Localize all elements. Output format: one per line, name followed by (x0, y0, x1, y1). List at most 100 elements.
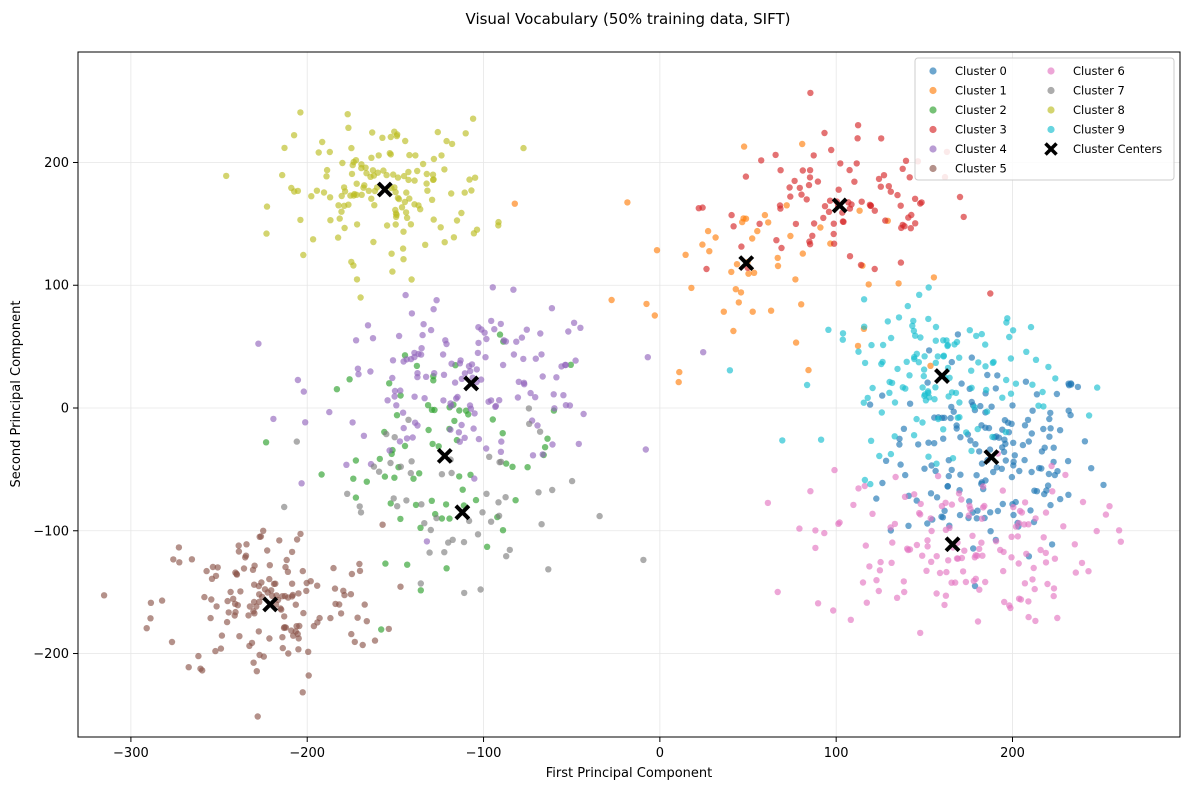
data-point (443, 137, 450, 145)
data-point (888, 379, 896, 387)
data-point (400, 172, 408, 180)
data-point (394, 503, 401, 510)
data-point (987, 290, 994, 297)
data-point (367, 368, 374, 375)
data-point (353, 221, 361, 228)
data-point (1032, 515, 1039, 522)
data-point (1071, 541, 1079, 548)
data-point (566, 402, 574, 409)
data-point (821, 203, 829, 210)
data-point (999, 500, 1006, 508)
data-point (894, 365, 901, 373)
data-point (1018, 509, 1026, 516)
data-point (498, 438, 505, 445)
data-point (955, 490, 963, 497)
cluster-center-marker (463, 375, 480, 392)
data-point (440, 371, 448, 378)
data-point (405, 416, 412, 423)
data-point (335, 202, 342, 209)
data-point (941, 507, 948, 514)
data-point (344, 490, 351, 497)
data-point (456, 407, 463, 414)
data-point (889, 539, 896, 546)
data-point (418, 345, 425, 352)
data-point (809, 232, 816, 239)
data-point (360, 432, 368, 439)
data-point (973, 332, 980, 340)
data-point (1010, 503, 1017, 511)
data-point (326, 408, 333, 416)
data-point (330, 564, 337, 572)
data-point (254, 713, 261, 720)
data-point (293, 438, 300, 445)
data-point (318, 471, 325, 478)
data-point (978, 515, 986, 522)
data-point (474, 531, 482, 538)
data-point (358, 191, 365, 198)
data-point (424, 187, 431, 194)
data-point (414, 370, 421, 377)
data-point (968, 384, 975, 391)
data-point (489, 284, 496, 291)
data-point (348, 258, 355, 266)
data-point (453, 217, 461, 224)
data-point (1014, 533, 1021, 540)
data-point (361, 182, 368, 189)
data-point (320, 189, 328, 196)
data-point (256, 651, 263, 659)
data-point (434, 128, 441, 136)
data-point (966, 327, 973, 334)
data-point (188, 556, 196, 563)
data-point (388, 250, 395, 257)
data-point (401, 198, 409, 206)
data-point (382, 560, 389, 567)
data-point (917, 500, 924, 508)
data-point (891, 520, 899, 528)
data-point (511, 200, 518, 207)
data-point (925, 347, 933, 354)
data-point (403, 435, 411, 442)
data-point (299, 567, 306, 575)
data-point (510, 286, 517, 293)
data-point (720, 308, 727, 315)
data-point (907, 225, 914, 232)
data-point (290, 132, 298, 139)
data-point (333, 386, 341, 393)
data-point (807, 488, 814, 495)
data-point (341, 224, 348, 232)
data-point (308, 193, 315, 200)
data-point (624, 199, 631, 206)
data-point (887, 450, 895, 458)
data-point (438, 471, 446, 478)
data-point (327, 217, 334, 224)
data-point (235, 548, 243, 555)
data-point (642, 446, 649, 453)
data-point (792, 220, 800, 228)
data-point (525, 405, 533, 412)
data-point (195, 652, 202, 660)
data-point (814, 178, 822, 185)
data-point (933, 460, 940, 467)
data-point (900, 425, 908, 432)
data-point (337, 610, 345, 617)
data-point (497, 458, 505, 465)
data-point (909, 322, 916, 329)
data-point (400, 424, 407, 432)
data-point (294, 376, 302, 384)
data-point (208, 596, 215, 603)
data-point (969, 532, 976, 539)
data-point (825, 208, 833, 215)
data-point (1054, 614, 1061, 622)
data-point (419, 331, 426, 339)
data-point (371, 637, 379, 644)
data-point (399, 409, 407, 416)
data-point (391, 474, 398, 481)
data-point (948, 358, 955, 366)
data-point (354, 365, 362, 372)
data-point (1056, 427, 1064, 434)
data-point (1009, 327, 1017, 334)
data-point (532, 394, 539, 401)
data-point (1031, 487, 1038, 494)
data-point (934, 353, 941, 360)
data-point (839, 218, 847, 225)
